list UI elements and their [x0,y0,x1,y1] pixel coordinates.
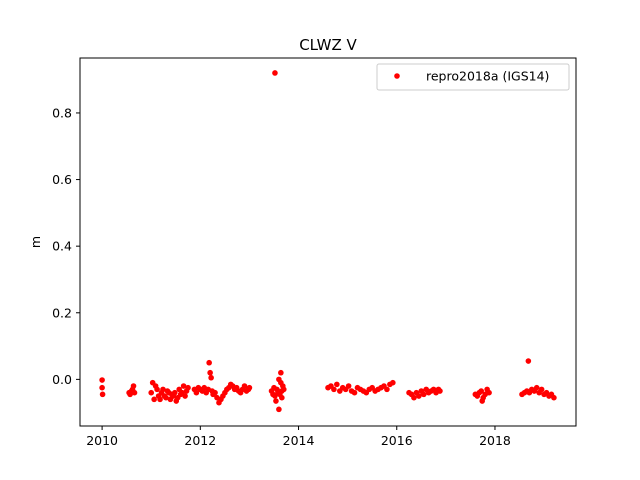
x-tick-label: 2014 [283,433,315,448]
data-point [151,396,157,403]
data-point [241,383,248,389]
data-point [331,386,337,393]
data-point [533,384,540,391]
legend-entry-label: repro2018a (IGS14) [426,69,549,84]
plot-area [99,70,557,413]
data-point [416,393,422,399]
data-point [157,396,163,403]
data-point [148,389,155,396]
data-point [437,388,443,394]
data-point [278,369,284,376]
data-point [420,391,427,398]
axes-frame [79,57,577,427]
data-point [345,383,352,389]
data-point [279,394,285,401]
data-point [276,406,282,413]
data-point [272,70,278,76]
data-point [185,384,191,391]
legend-box [376,63,570,91]
data-point [273,398,279,404]
data-point [351,389,358,396]
data-point [208,374,214,381]
data-point [411,394,417,401]
y-axis-label: m [28,236,43,248]
data-point [384,386,390,393]
x-axis: 2010 2012 2014 2016 2018 [86,426,511,448]
y-tick-label: 0.8 [52,105,72,120]
y-tick-label: 0.0 [52,372,72,387]
x-tick-label: 2016 [381,433,413,448]
data-point [551,394,557,401]
series-points [99,70,557,413]
y-tick-label: 0.4 [52,239,72,254]
data-point [281,386,287,393]
y-axis: 0.0 0.2 0.4 0.6 0.8 [52,105,80,387]
data-point [478,388,485,394]
data-point [99,391,106,398]
data-point [171,389,178,396]
data-point [193,389,200,396]
data-point [206,359,212,366]
data-point [130,383,137,389]
data-point [154,386,160,393]
data-point [207,369,213,376]
data-point [525,358,532,364]
data-point [486,389,492,396]
data-point [390,379,396,386]
data-point [246,384,253,391]
data-point [99,377,105,383]
data-point [182,393,188,399]
x-tick-label: 2012 [184,433,216,448]
legend-marker [394,73,400,79]
y-tick-label: 0.2 [52,305,72,320]
data-point [334,381,340,388]
x-tick-label: 2018 [479,433,511,448]
legend: repro2018a (IGS14) [376,63,570,91]
data-point [212,389,218,396]
data-point [160,386,166,393]
data-point [99,384,105,391]
chart-title: CLWZ V [299,36,357,54]
y-tick-label: 0.6 [52,172,72,187]
data-point [180,383,187,389]
data-point [163,394,169,401]
data-point [131,389,138,396]
data-point [479,398,486,404]
x-tick-label: 2010 [86,433,118,448]
data-point [538,386,545,393]
